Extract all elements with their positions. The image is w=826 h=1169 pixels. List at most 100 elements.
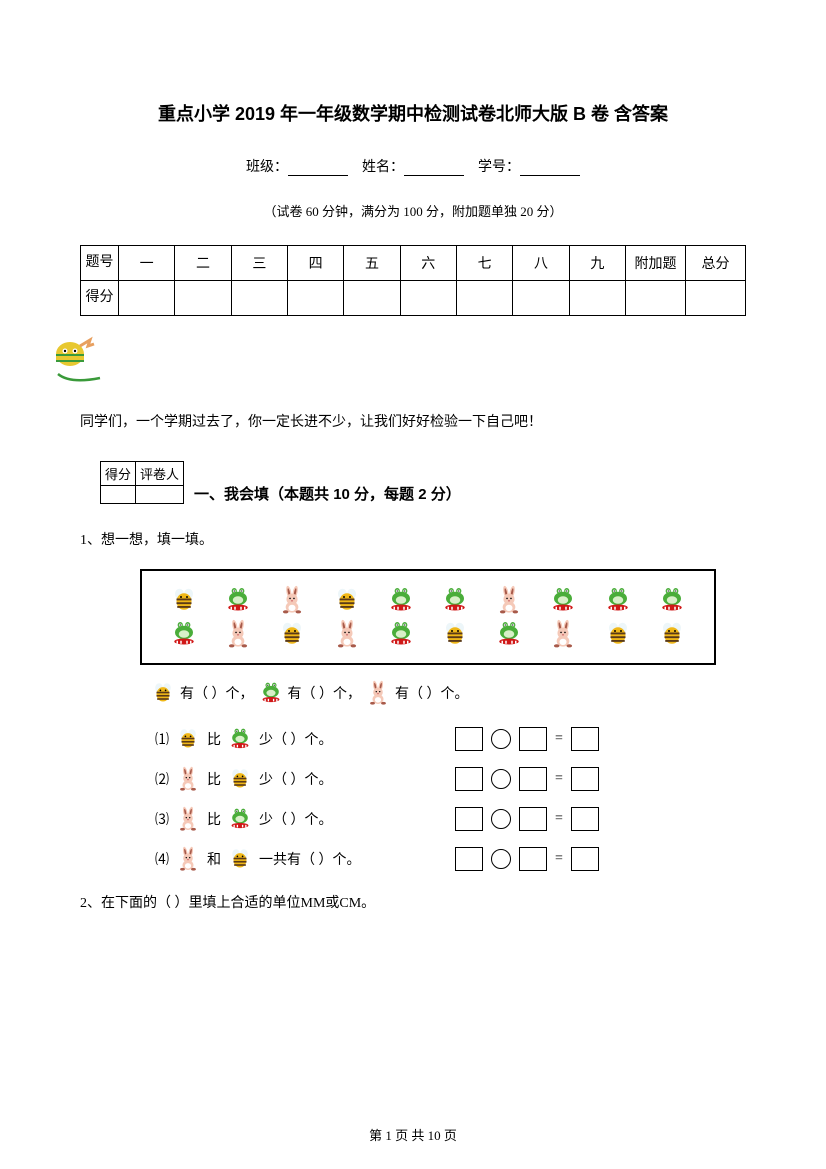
frog-icon	[386, 619, 416, 649]
score-cell[interactable]	[513, 281, 569, 316]
student-info-line: 班级： 姓名： 学号：	[80, 156, 746, 176]
answer-box[interactable]	[455, 807, 483, 831]
mini-score-cell[interactable]	[101, 486, 136, 504]
col-bonus: 附加题	[626, 246, 686, 281]
animal-picture-box	[140, 569, 716, 665]
answer-box[interactable]	[455, 727, 483, 751]
row-num: ⑵	[155, 769, 169, 789]
compare-row-3: ⑶ 比 少（ ）个。 =	[155, 806, 746, 832]
id-blank[interactable]	[520, 162, 580, 176]
col-1: 一	[119, 246, 175, 281]
bee-icon	[169, 585, 199, 615]
rabbit-icon	[365, 680, 391, 706]
equals-sign: =	[555, 731, 563, 747]
score-cell[interactable]	[344, 281, 400, 316]
mid-text: 比	[207, 769, 221, 789]
rabbit-icon	[175, 766, 201, 792]
pencil-icon	[50, 336, 110, 391]
tail-text: 少（ ）个。	[259, 769, 333, 789]
col-8: 八	[513, 246, 569, 281]
tail-text: 少（ ）个。	[259, 729, 333, 749]
frog-icon	[603, 585, 633, 615]
bee-icon	[150, 680, 176, 706]
score-cell[interactable]	[456, 281, 512, 316]
score-table-header-row: 题号 一 二 三 四 五 六 七 八 九 附加题 总分	[81, 246, 746, 281]
operator-circle[interactable]	[491, 729, 511, 749]
answer-box[interactable]	[571, 767, 599, 791]
mini-grader-label: 评卷人	[136, 462, 184, 486]
row-num: ⑴	[155, 729, 169, 749]
name-label: 姓名：	[362, 160, 404, 175]
score-cell[interactable]	[686, 281, 746, 316]
col-3: 三	[231, 246, 287, 281]
class-blank[interactable]	[288, 162, 348, 176]
page-footer: 第 1 页 共 10 页	[0, 1125, 826, 1144]
rabbit-icon	[332, 619, 362, 649]
answer-box[interactable]	[519, 767, 547, 791]
q1-prompt: 1、想一想，填一填。	[80, 529, 746, 549]
rabbit-icon	[548, 619, 578, 649]
score-cell[interactable]	[175, 281, 231, 316]
operator-circle[interactable]	[491, 769, 511, 789]
answer-box[interactable]	[571, 727, 599, 751]
tail-text: 一共有（ ）个。	[259, 849, 361, 869]
count-text-2: 有（ ）个，	[288, 683, 362, 703]
mid-text: 比	[207, 729, 221, 749]
intro-text: 同学们，一个学期过去了，你一定长进不少，让我们好好检验一下自己吧！	[80, 411, 746, 431]
answer-box[interactable]	[519, 807, 547, 831]
score-table-score-row: 得分	[81, 281, 746, 316]
score-cell[interactable]	[626, 281, 686, 316]
frog-icon	[386, 585, 416, 615]
col-7: 七	[456, 246, 512, 281]
score-cell[interactable]	[569, 281, 625, 316]
col-6: 六	[400, 246, 456, 281]
rabbit-icon	[175, 846, 201, 872]
frog-icon	[657, 585, 687, 615]
score-cell[interactable]	[400, 281, 456, 316]
answer-box[interactable]	[519, 847, 547, 871]
rabbit-icon	[494, 585, 524, 615]
compare-row-2: ⑵ 比 少（ ）个。 =	[155, 766, 746, 792]
bee-icon	[657, 619, 687, 649]
section-1-header: 得分 评卷人 一、我会填（本题共 10 分，每题 2 分）	[80, 461, 746, 504]
answer-box[interactable]	[455, 767, 483, 791]
class-label: 班级：	[246, 160, 288, 175]
col-5: 五	[344, 246, 400, 281]
col-4: 四	[287, 246, 343, 281]
row-num: ⑷	[155, 849, 169, 869]
compare-row-4: ⑷ 和 一共有（ ）个。 =	[155, 846, 746, 872]
answer-box[interactable]	[571, 807, 599, 831]
rabbit-icon	[175, 806, 201, 832]
answer-box[interactable]	[455, 847, 483, 871]
bee-icon	[603, 619, 633, 649]
rabbit-icon	[277, 585, 307, 615]
equals-sign: =	[555, 811, 563, 827]
score-cell[interactable]	[231, 281, 287, 316]
bee-icon	[277, 619, 307, 649]
count-text-1: 有（ ）个，	[180, 683, 254, 703]
count-line: 有（ ）个， 有（ ）个， 有（ ）个。	[150, 680, 746, 706]
frog-icon	[440, 585, 470, 615]
mini-grader-cell[interactable]	[136, 486, 184, 504]
section-1-title: 一、我会填（本题共 10 分，每题 2 分）	[194, 483, 461, 504]
score-cell[interactable]	[287, 281, 343, 316]
bee-icon	[227, 846, 253, 872]
col-total: 总分	[686, 246, 746, 281]
frog-icon	[169, 619, 199, 649]
row-label-score: 得分	[81, 281, 119, 316]
col-9: 九	[569, 246, 625, 281]
bee-icon	[227, 766, 253, 792]
col-2: 二	[175, 246, 231, 281]
mid-text: 比	[207, 809, 221, 829]
mid-text: 和	[207, 849, 221, 869]
operator-circle[interactable]	[491, 809, 511, 829]
operator-circle[interactable]	[491, 849, 511, 869]
answer-box[interactable]	[519, 727, 547, 751]
id-label: 学号：	[478, 160, 520, 175]
answer-box[interactable]	[571, 847, 599, 871]
page-title: 重点小学 2019 年一年级数学期中检测试卷北师大版 B 卷 含答案	[80, 100, 746, 126]
exam-subtitle: （试卷 60 分钟，满分为 100 分，附加题单独 20 分）	[80, 201, 746, 220]
name-blank[interactable]	[404, 162, 464, 176]
bee-icon	[332, 585, 362, 615]
score-cell[interactable]	[119, 281, 175, 316]
